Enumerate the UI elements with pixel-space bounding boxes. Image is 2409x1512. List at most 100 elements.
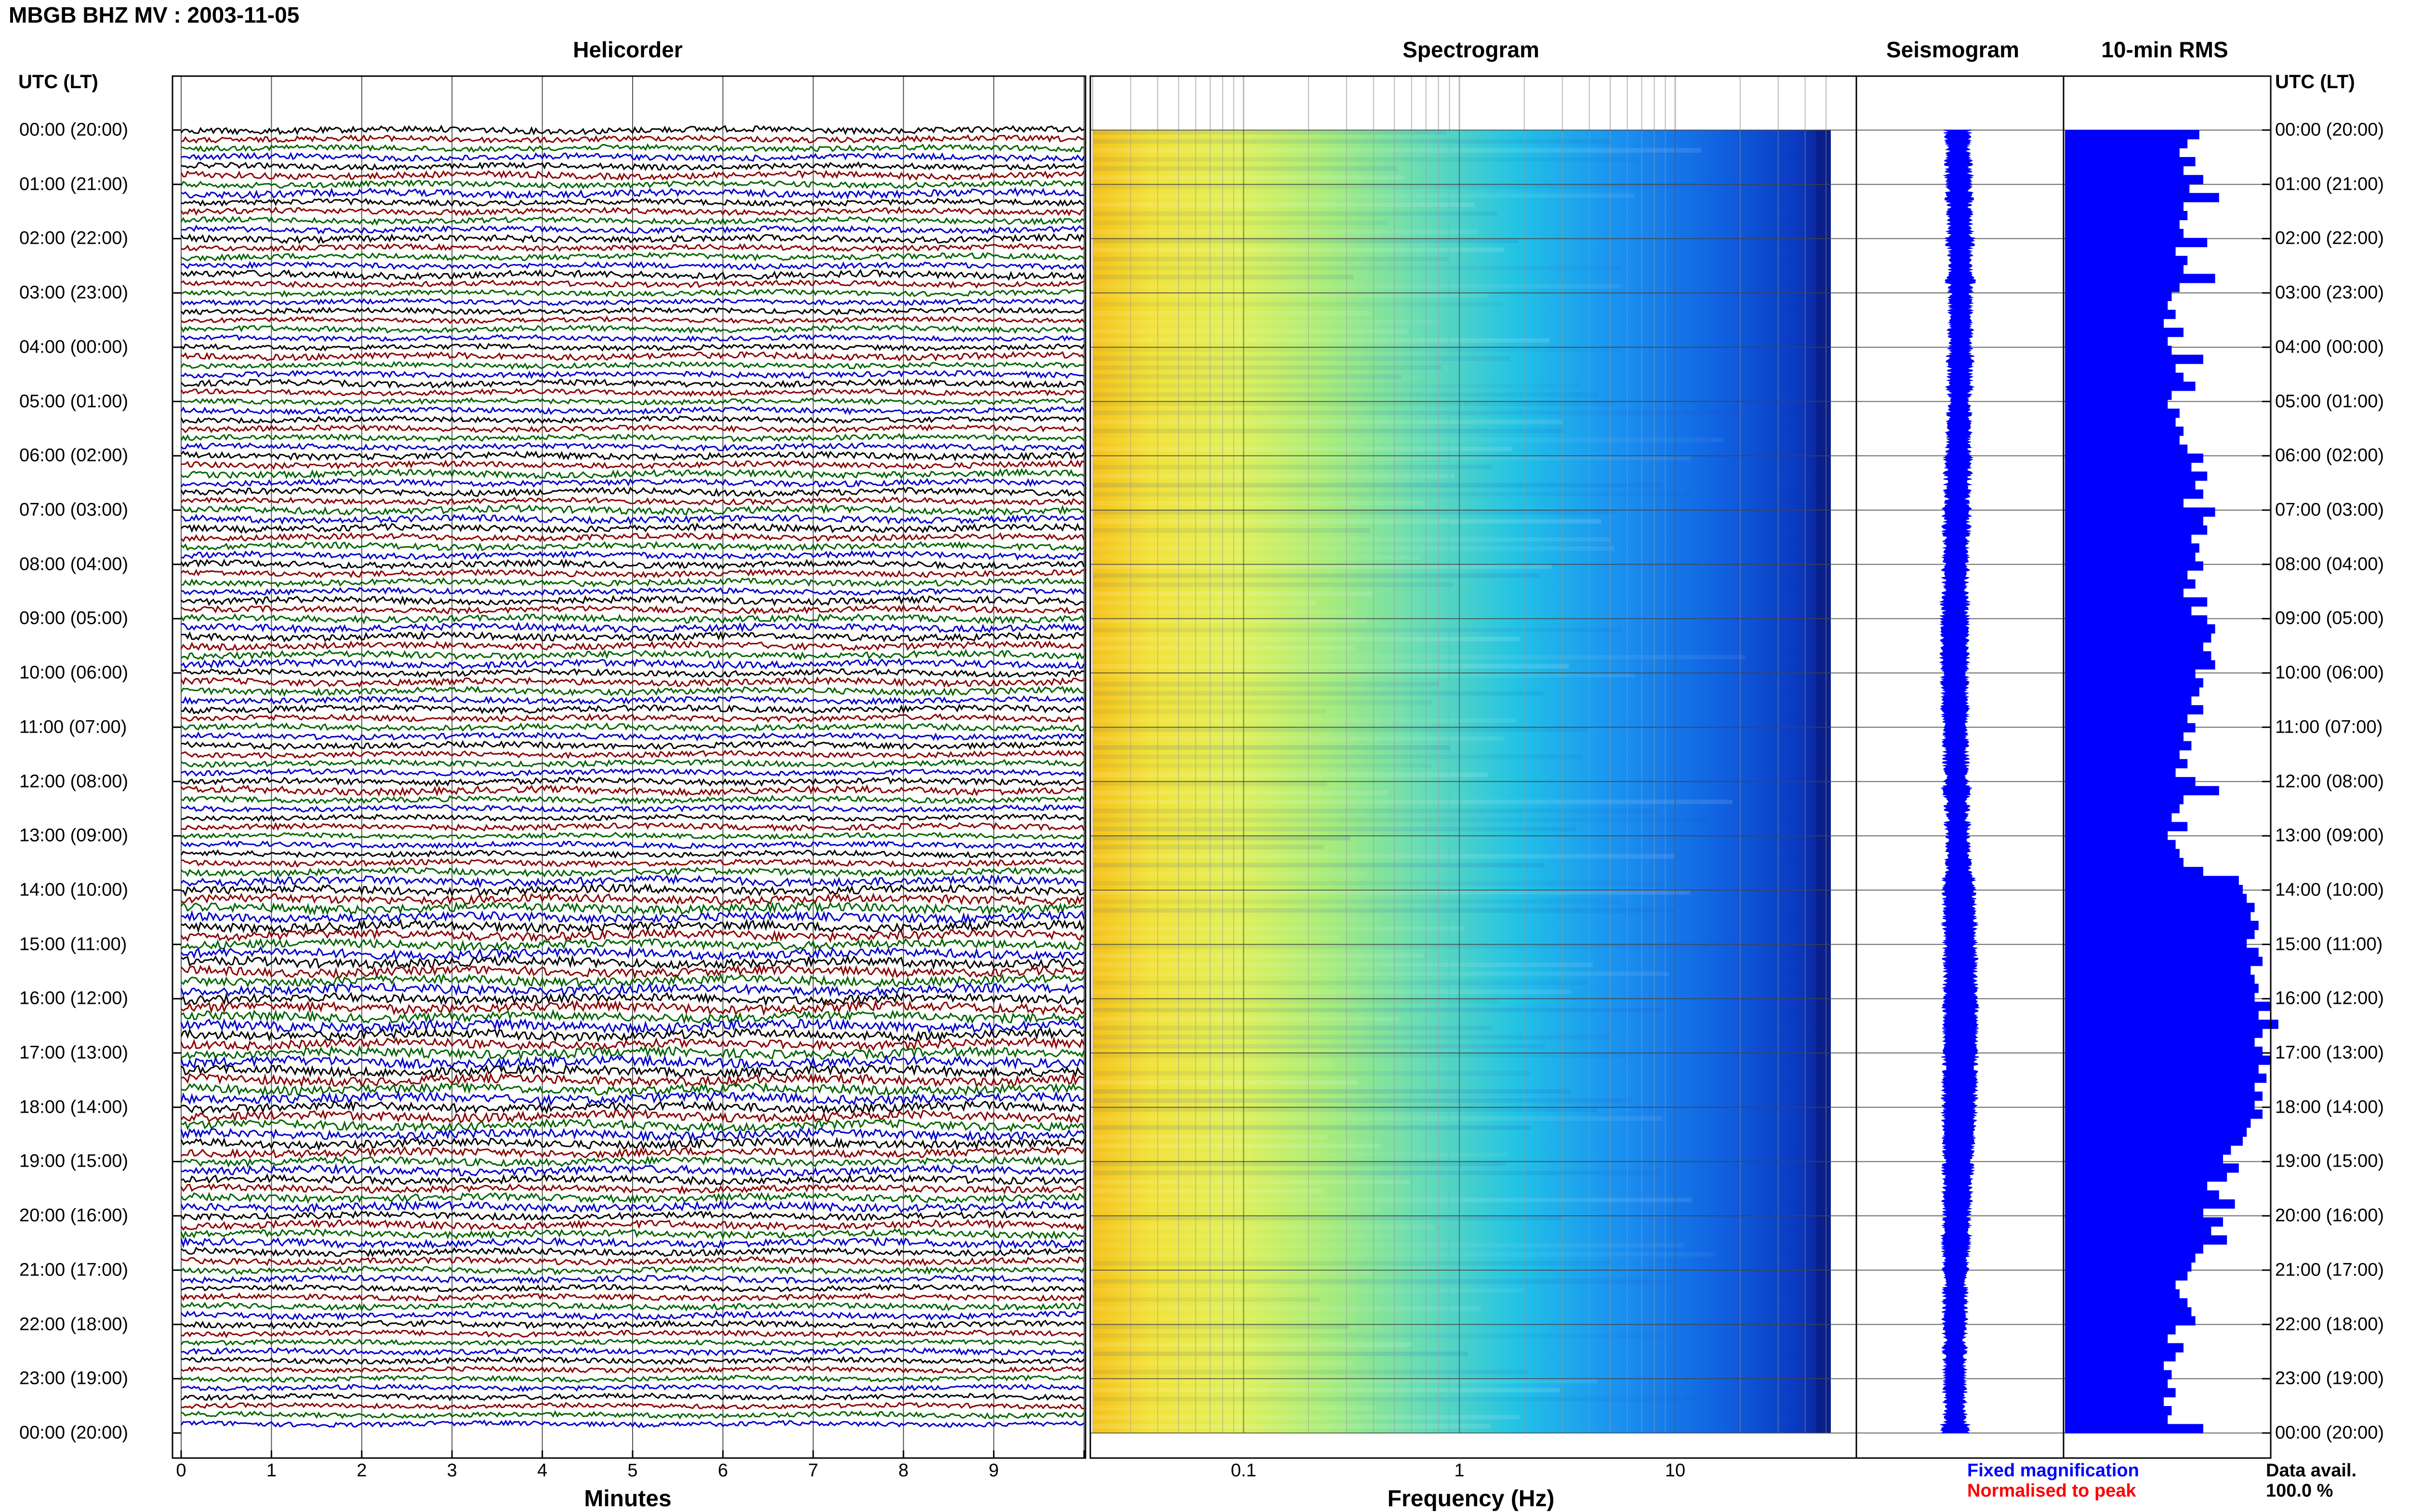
rms-bar <box>2065 202 2184 211</box>
helicorder-trace <box>180 1127 1085 1142</box>
helicorder-trace <box>180 170 1085 182</box>
data-availability-value: 100.0 % <box>2266 1481 2333 1501</box>
helicorder-trace <box>181 152 1085 162</box>
helicorder-trace <box>181 731 1085 742</box>
rms-bar <box>2065 1307 2192 1317</box>
spectrogram-row <box>1093 1369 1528 1374</box>
spectrogram-row <box>1093 374 1402 379</box>
rms-bar <box>2065 1038 2255 1047</box>
helicorder-trace <box>181 954 1085 970</box>
spectrogram-row <box>1093 1089 1571 1094</box>
rms-bar <box>2065 1127 2247 1137</box>
spectrogram-row <box>1093 1315 1347 1320</box>
utc-right-label: UTC (LT) <box>2275 71 2355 92</box>
spectrogram-row <box>1093 709 1326 714</box>
helicorder-trace <box>180 1236 1085 1250</box>
helicorder-trace <box>181 1163 1085 1177</box>
spectrogram-row <box>1093 1044 1546 1049</box>
rms-bar <box>2065 372 2184 382</box>
rms-bar <box>2065 157 2196 167</box>
rms-bar <box>2065 256 2188 265</box>
spectrogram-row <box>1093 420 1563 424</box>
spectrogram-row <box>1093 1207 1380 1211</box>
helicorder-trace <box>180 124 1085 136</box>
helicorder-trace <box>180 901 1085 916</box>
spectrogram-row <box>1093 827 1576 831</box>
spectrogram-row <box>1093 1170 1660 1175</box>
helicorder-trace <box>180 722 1085 733</box>
time-label: 07:00 (03:00) <box>2275 500 2384 520</box>
spectrogram-row <box>1093 338 1550 343</box>
rms-bar <box>2065 1217 2223 1227</box>
rms-bar <box>2065 1065 2259 1074</box>
rms-bar <box>2065 957 2263 966</box>
time-label: 22:00 (18:00) <box>19 1314 129 1335</box>
rms-bar <box>2065 480 2196 490</box>
helicorder-trace <box>181 503 1085 516</box>
rms-bar <box>2065 247 2176 256</box>
helicorder-trace <box>180 468 1085 480</box>
rms-bar <box>2065 930 2255 939</box>
spectrogram-row <box>1093 1143 1380 1148</box>
helicorder-trace <box>181 804 1085 813</box>
helicorder-trace <box>180 1338 1085 1346</box>
helicorder-trace <box>181 577 1085 588</box>
spectrogram-row <box>1093 772 1489 777</box>
rms-bar <box>2065 947 2259 957</box>
helicorder-trace <box>180 233 1085 245</box>
spectrogram-row <box>1093 1098 1630 1103</box>
helicorder-trace <box>181 586 1085 596</box>
rms-bar <box>2065 894 2247 903</box>
time-label: 17:00 (13:00) <box>19 1042 129 1063</box>
helicorder-trace <box>180 388 1085 397</box>
spectrogram-row <box>1093 980 1588 986</box>
time-label: 03:00 (23:00) <box>2275 282 2384 303</box>
minute-tick-label: 3 <box>447 1460 457 1481</box>
time-label: 11:00 (07:00) <box>19 717 127 737</box>
spectrogram-row <box>1093 537 1611 542</box>
time-label: 06:00 (02:00) <box>2275 445 2384 466</box>
rms-bar <box>2065 1073 2267 1083</box>
helicorder-trace <box>181 243 1085 252</box>
helicorder-trace <box>180 496 1085 506</box>
helicorder-trace <box>181 316 1085 324</box>
helicorder-trace <box>181 161 1085 171</box>
rms-bar <box>2065 453 2203 463</box>
spectrogram-row <box>1093 555 1421 560</box>
spectrogram-row <box>1093 238 1519 243</box>
spectrogram-row <box>1093 1216 1563 1221</box>
spectrogram-row <box>1093 872 1367 877</box>
helicorder-trace <box>181 251 1085 262</box>
rms-bar <box>2065 1271 2188 1281</box>
minute-tick-label: 8 <box>898 1460 909 1481</box>
helicorder-trace <box>180 1054 1085 1070</box>
helicorder-trace <box>180 486 1085 498</box>
rms-bar <box>2065 498 2184 508</box>
rms-bar <box>2065 525 2208 535</box>
time-label: 21:00 (17:00) <box>19 1260 129 1280</box>
rms-bar <box>2065 1253 2196 1263</box>
rms-bar <box>2065 408 2180 418</box>
time-label: 00:00 (20:00) <box>19 1422 129 1443</box>
spectrogram-row <box>1093 320 1439 325</box>
helicorder-trace <box>180 964 1085 980</box>
spectrogram-row <box>1093 383 1581 388</box>
minute-tick-label: 1 <box>266 1460 277 1481</box>
spectrogram-row <box>1093 265 1621 271</box>
helicorder-trace <box>181 1355 1085 1366</box>
spectrogram-row <box>1093 564 1552 569</box>
spectrogram-row <box>1093 618 1367 623</box>
rms-bar <box>2065 867 2203 876</box>
time-label: 05:00 (01:00) <box>19 391 129 412</box>
spectrogram-texture <box>1093 130 1751 1429</box>
spectrogram-row <box>1093 609 1356 614</box>
rms-bar <box>2065 1370 2172 1380</box>
spectrogram-row <box>1093 1270 1373 1275</box>
spectrogram-row <box>1093 863 1544 868</box>
time-label: 13:00 (09:00) <box>2275 825 2384 846</box>
time-label: 00:00 (20:00) <box>2275 1422 2384 1443</box>
minutes-axis-label: Minutes <box>584 1486 672 1512</box>
spectrogram-row <box>1093 700 1432 705</box>
helicorder-trace <box>180 415 1085 424</box>
